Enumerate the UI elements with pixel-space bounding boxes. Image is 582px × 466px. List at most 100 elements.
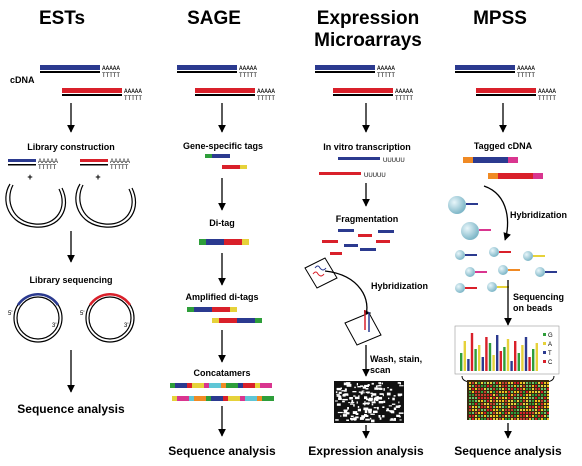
bead-array-dot bbox=[472, 394, 474, 396]
bead-array-dot bbox=[505, 394, 507, 396]
ests-cdna-pair-blue: AAAAA TTTTT bbox=[40, 65, 120, 79]
scan-speck bbox=[398, 412, 404, 414]
scan-speck bbox=[381, 382, 383, 385]
sequencing-bar bbox=[460, 353, 463, 371]
sage-step-di-tag: Di-tag bbox=[209, 218, 235, 228]
scan-speck bbox=[365, 415, 369, 417]
bead-array-dot bbox=[541, 400, 543, 402]
bead-array-dot bbox=[541, 418, 543, 420]
poly-t-label: TTTTT bbox=[377, 72, 395, 79]
scan-speck bbox=[392, 397, 395, 401]
bead-array-dot bbox=[475, 406, 477, 408]
scan-speck bbox=[393, 418, 396, 421]
sequencing-bar bbox=[499, 351, 502, 371]
scan-speck bbox=[370, 392, 373, 395]
bead-array-dot bbox=[490, 400, 492, 402]
sequencing-bar bbox=[485, 337, 488, 371]
scan-speck bbox=[352, 411, 358, 414]
bead-array-dot bbox=[508, 409, 510, 411]
scan-speck bbox=[375, 385, 378, 388]
bead-array-dot bbox=[511, 415, 513, 417]
scan-speck bbox=[365, 387, 369, 390]
bead-array-dot bbox=[496, 418, 498, 420]
scan-speck bbox=[357, 386, 362, 388]
scan-speck bbox=[353, 404, 355, 407]
poly-a-label: AAAAA bbox=[257, 88, 275, 95]
bead-array-dot bbox=[511, 409, 513, 411]
mpss-step-tagged-cdna: Tagged cDNA bbox=[474, 141, 533, 151]
bead-array-dot bbox=[484, 400, 486, 402]
scan-speck bbox=[370, 413, 375, 415]
bead-array-dot bbox=[493, 400, 495, 402]
bead-array-dot bbox=[544, 391, 546, 393]
bead-array-dot bbox=[475, 418, 477, 420]
five-prime-label: 5' bbox=[80, 311, 84, 317]
bead-array-dot bbox=[514, 418, 516, 420]
scan-speck bbox=[371, 419, 375, 423]
bead-array-dot bbox=[538, 412, 540, 414]
plus-sign: + bbox=[27, 172, 32, 182]
bead-array-dot bbox=[526, 388, 528, 390]
bead-array-dot bbox=[508, 415, 510, 417]
bead-array-dot bbox=[538, 385, 540, 387]
scan-speck bbox=[382, 415, 385, 418]
bead-array-dot bbox=[478, 400, 480, 402]
bead-array-dot bbox=[544, 382, 546, 384]
scan-speck bbox=[397, 393, 403, 396]
bead-array-dot bbox=[484, 409, 486, 411]
mpss-step-hybridization: Hybridization bbox=[510, 210, 567, 220]
bead-array-dot bbox=[520, 412, 522, 414]
bead-array-dot bbox=[541, 412, 543, 414]
bead-array-dot bbox=[484, 388, 486, 390]
bead-array-dot bbox=[529, 391, 531, 393]
bead-array-dot bbox=[484, 382, 486, 384]
bead-array-dot bbox=[490, 391, 492, 393]
bead-array-dot bbox=[502, 388, 504, 390]
bead-array-dot bbox=[505, 391, 507, 393]
bead-array-dot bbox=[532, 400, 534, 402]
sequencing-bar bbox=[470, 333, 474, 371]
bead-array-dot bbox=[514, 403, 516, 405]
bead-array-dot bbox=[499, 397, 501, 399]
bead-array-dot bbox=[508, 394, 510, 396]
bead-array-dot bbox=[538, 403, 540, 405]
bead-array-dot bbox=[547, 406, 549, 408]
bead-array-dot bbox=[484, 397, 486, 399]
bead-array-dot bbox=[505, 403, 507, 405]
scan-speck bbox=[364, 410, 368, 413]
bead-array-dot bbox=[490, 388, 492, 390]
scan-speck bbox=[399, 419, 402, 421]
scan-speck bbox=[364, 401, 366, 404]
bead-array-dot bbox=[475, 403, 477, 405]
scan-speck bbox=[368, 410, 372, 414]
scan-speck bbox=[378, 382, 380, 384]
scan-speck bbox=[340, 415, 342, 417]
scan-speck bbox=[353, 395, 356, 397]
bead-array-dot bbox=[496, 415, 498, 417]
ests-sequencing-plasmid-blue: 5' 3' bbox=[8, 293, 63, 343]
sage-tag-blue bbox=[205, 154, 230, 158]
bead-array-dot bbox=[517, 400, 519, 402]
bead-array-dot bbox=[490, 382, 492, 384]
bead-array-dot bbox=[526, 391, 528, 393]
bead-array-dot bbox=[502, 382, 504, 384]
bead-array-dot bbox=[520, 415, 522, 417]
bead-array-dot bbox=[532, 418, 534, 420]
bead-array-dot bbox=[529, 409, 531, 411]
bead-array-dot bbox=[547, 388, 549, 390]
bead-array-dot bbox=[532, 391, 534, 393]
bead-array-dot bbox=[520, 385, 522, 387]
bead-array-dot bbox=[487, 418, 489, 420]
bead-array-dot bbox=[469, 403, 471, 405]
bead-array-dot bbox=[499, 415, 501, 417]
three-prime-label: 3' bbox=[52, 323, 56, 329]
bead-array-dot bbox=[511, 391, 513, 393]
bead-array-dot bbox=[526, 406, 528, 408]
scan-speck bbox=[366, 402, 370, 404]
microarrays-title-line1: Expression bbox=[317, 8, 419, 29]
mpss-bead bbox=[461, 222, 479, 240]
bead-array-dot bbox=[520, 382, 522, 384]
bead-array-dot bbox=[478, 415, 480, 417]
bead-array-dot bbox=[520, 391, 522, 393]
array-output: Expression analysis bbox=[308, 444, 424, 458]
